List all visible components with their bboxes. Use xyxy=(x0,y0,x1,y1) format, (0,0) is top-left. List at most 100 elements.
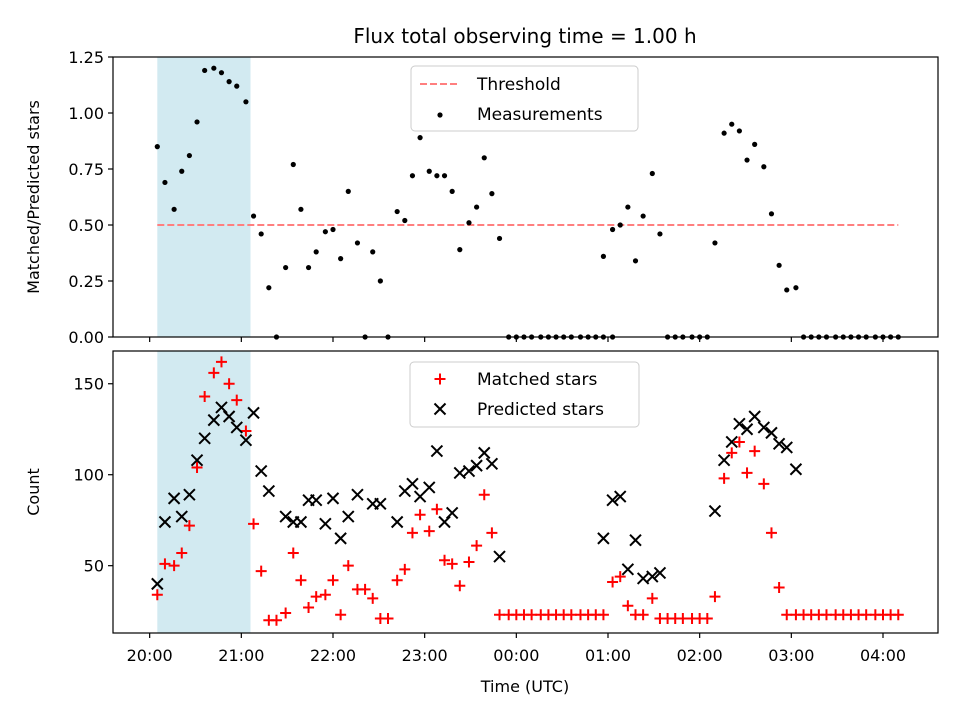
matched-star-point xyxy=(733,436,745,448)
measurement-point xyxy=(234,83,240,89)
predicted-star-point xyxy=(175,510,188,523)
top-y-tick-label: 0.25 xyxy=(68,272,104,291)
x-axis-label: Time (UTC) xyxy=(480,677,569,696)
measurement-point xyxy=(218,70,225,76)
matched-star-point xyxy=(454,580,466,592)
matched-star-point xyxy=(176,547,188,559)
predicted-star-point xyxy=(772,437,786,450)
measurement-point xyxy=(154,144,160,150)
predicted-star-point xyxy=(646,570,659,583)
matched-star-point xyxy=(382,612,394,624)
measurement-point xyxy=(202,67,208,74)
matched-star-point xyxy=(446,558,458,570)
measurement-point xyxy=(345,188,351,194)
legend-matched-swatch xyxy=(434,373,446,385)
measurement-point xyxy=(258,231,264,237)
predicted-star-point xyxy=(780,441,793,454)
matched-star-point xyxy=(486,527,498,539)
predicted-star-point xyxy=(470,459,483,472)
predicted-star-point xyxy=(614,490,627,503)
predicted-star-point xyxy=(597,532,610,545)
matched-star-point xyxy=(231,394,243,406)
predicted-star-point xyxy=(183,488,196,501)
measurement-point xyxy=(186,152,192,159)
measurement-point xyxy=(330,226,336,233)
top-panel: 0.00 0.25 0.50 0.75 1.00 1.25 Threshold Measure… xyxy=(68,48,939,347)
predicted-star-point xyxy=(390,515,404,529)
measurement-point xyxy=(441,173,448,179)
matched-star-point xyxy=(741,467,753,479)
matched-star-point xyxy=(463,556,475,568)
predicted-star-point xyxy=(167,492,181,505)
measurement-point xyxy=(162,179,168,186)
matched-star-point xyxy=(646,592,658,604)
matched-star-point xyxy=(701,612,713,624)
predicted-star-point xyxy=(406,477,419,491)
measurement-point xyxy=(298,206,304,212)
predicted-star-point xyxy=(309,493,323,507)
predicted-star-point xyxy=(190,453,204,467)
predicted-star-point xyxy=(717,453,731,467)
matched-star-point xyxy=(391,574,403,586)
x-tick-label: 01:00 xyxy=(585,646,631,665)
top-axes-frame xyxy=(112,56,939,338)
matched-star-point xyxy=(478,489,490,501)
measurement-point xyxy=(632,258,639,264)
measurement-point xyxy=(194,119,200,125)
matched-star-point xyxy=(342,560,354,572)
matched-star-point xyxy=(439,554,451,566)
predicted-star-point xyxy=(254,464,268,478)
legend-measurements-swatch xyxy=(437,112,443,118)
measurement-point xyxy=(394,208,400,215)
legend-predicted-label: Predicted stars xyxy=(477,400,604,420)
top-y-axis-label: Matched/Predicted stars xyxy=(24,100,43,294)
measurement-point xyxy=(313,249,319,255)
predicted-star-point xyxy=(493,550,506,563)
measurement-point xyxy=(243,99,249,105)
predicted-star-point xyxy=(606,493,619,507)
matched-star-point xyxy=(637,609,649,621)
measurement-point xyxy=(744,157,750,163)
predicted-star-point xyxy=(207,413,221,427)
measurement-point xyxy=(625,204,631,210)
matched-star-point xyxy=(240,425,252,437)
x-tick-label: 02:00 xyxy=(677,646,723,665)
measurement-point xyxy=(649,170,655,177)
matched-star-point xyxy=(614,571,626,583)
matched-star-point xyxy=(287,547,299,559)
measurement-point xyxy=(449,188,455,194)
x-tick-label: 03:00 xyxy=(768,646,814,665)
predicted-star-point xyxy=(334,532,347,545)
matched-star-point xyxy=(359,583,371,595)
predicted-star-point xyxy=(294,515,308,529)
top-legend: Threshold Measurements xyxy=(410,65,639,132)
matched-star-point xyxy=(471,540,483,552)
predicted-star-point xyxy=(478,446,491,460)
measurement-point xyxy=(338,256,344,262)
matched-star-point xyxy=(223,378,235,390)
matched-star-point xyxy=(892,609,904,621)
matched-star-point xyxy=(168,560,180,572)
predicted-star-point xyxy=(215,401,228,414)
measurement-point xyxy=(370,249,376,255)
top-y-tick-label: 1.25 xyxy=(68,48,104,67)
x-tick-label: 20:00 xyxy=(127,646,173,665)
measurement-point xyxy=(617,222,623,228)
predicted-star-point xyxy=(757,421,771,434)
bottom-axes-frame xyxy=(112,350,939,634)
matched-star-point xyxy=(183,520,195,532)
predicted-star-point xyxy=(653,566,667,580)
measurement-point xyxy=(712,240,718,246)
matched-star-point xyxy=(215,356,227,368)
bottom-y-tick-label: 100 xyxy=(73,466,104,485)
measurement-point xyxy=(721,130,727,136)
predicted-star-point xyxy=(279,510,292,523)
predicted-star-point xyxy=(222,410,236,423)
measurement-point xyxy=(489,191,495,197)
measurement-point xyxy=(266,285,272,291)
measurement-point xyxy=(752,141,758,147)
predicted-star-point xyxy=(748,410,761,423)
bottom-panel: 50 100 150 20:00 21:00 22:00 23:00 00:00 01:00 02… xyxy=(73,350,939,665)
top-y-tick-label: 1.00 xyxy=(68,104,104,123)
predicted-star-point xyxy=(621,563,635,576)
